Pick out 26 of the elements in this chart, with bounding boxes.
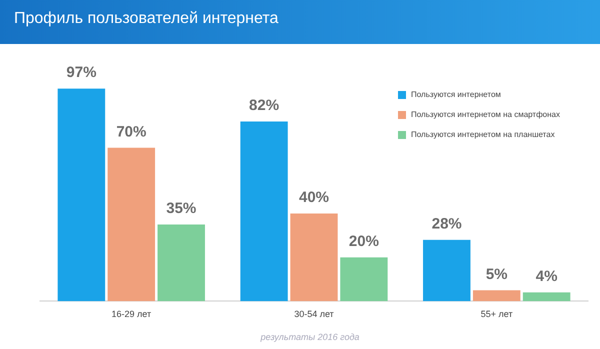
bar — [522, 292, 570, 302]
data-label: 20% — [348, 233, 379, 250]
data-label: 97% — [66, 64, 96, 82]
text: результаты 2016 года — [260, 332, 360, 342]
data-label: 4% — [536, 268, 558, 286]
data-label: 35% — [166, 200, 196, 218]
bar — [472, 290, 520, 302]
bar — [423, 240, 470, 302]
x-tick-label: 55+ лет — [480, 309, 513, 320]
x-tick-label: 30-54 лет — [294, 309, 334, 320]
data-label: 28% — [432, 215, 462, 232]
bar — [240, 121, 288, 302]
bar — [58, 88, 106, 302]
bar — [108, 148, 156, 302]
bar — [158, 224, 205, 302]
x-tick-label: 16-29 лет — [112, 309, 152, 320]
data-label: 70% — [116, 123, 146, 140]
legend-label: Пользуются интернетом на смартфонах — [411, 110, 560, 119]
bar — [290, 214, 338, 302]
chart-title: Профиль пользователей интернета — [14, 10, 278, 28]
data-label: 40% — [298, 189, 330, 206]
bar — [340, 257, 388, 302]
data-label: 82% — [249, 97, 280, 114]
legend-label: Пользуются интернетом — [411, 90, 501, 99]
data-label: 5% — [486, 266, 508, 283]
legend-label: Пользуются интернетом на планшетах — [411, 130, 555, 139]
